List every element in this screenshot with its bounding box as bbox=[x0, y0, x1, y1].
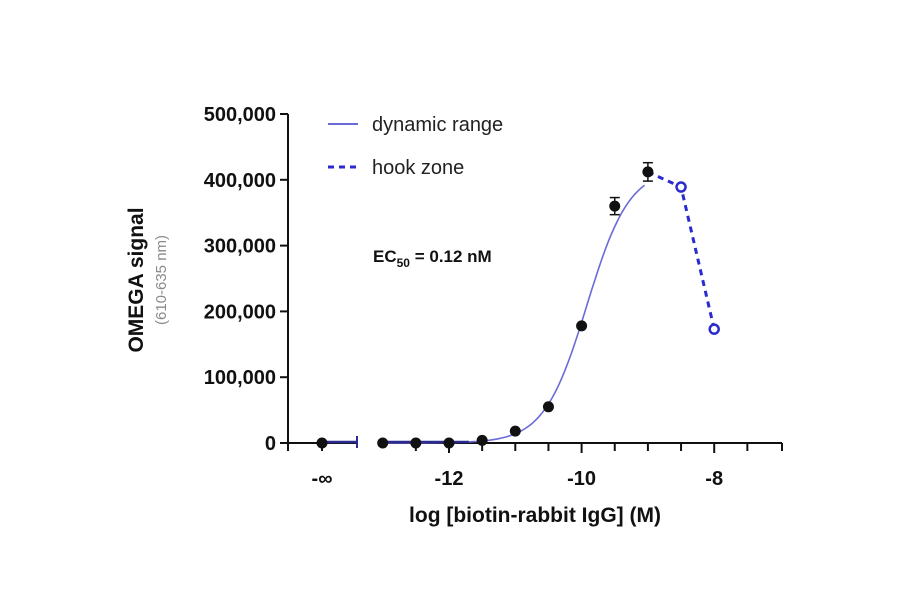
x-tick-label: -8 bbox=[705, 468, 723, 490]
legend-label-hook-zone: hook zone bbox=[372, 157, 464, 179]
y-tick-label: 500,000 bbox=[204, 104, 276, 126]
data-point bbox=[377, 437, 389, 449]
x-tick-label: -12 bbox=[435, 468, 464, 490]
y-axis-title: OMEGA signal bbox=[125, 207, 148, 352]
axes: 0 100,000 200,000 300,000 400,000 500,000 -∞ -1… bbox=[204, 104, 783, 490]
data-point bbox=[410, 437, 422, 449]
hook-zone-curve bbox=[647, 170, 716, 330]
data-point bbox=[576, 320, 588, 332]
y-tick-label: 300,000 bbox=[204, 236, 276, 258]
data-point bbox=[542, 401, 554, 413]
curves bbox=[322, 170, 716, 448]
data-point bbox=[316, 437, 328, 449]
data-point bbox=[509, 425, 521, 437]
ec50-annotation: EC50 = 0.12 nM bbox=[373, 247, 492, 270]
data-point bbox=[609, 200, 621, 212]
dynamic-range-curve bbox=[382, 184, 646, 444]
legend: dynamic range hook zone bbox=[328, 114, 503, 179]
y-tick-label: 100,000 bbox=[204, 367, 276, 389]
x-tick-label: -10 bbox=[567, 468, 596, 490]
hook-zone-point bbox=[675, 181, 687, 193]
y-tick-label: 400,000 bbox=[204, 170, 276, 192]
data-point bbox=[443, 437, 455, 449]
legend-label-dynamic-range: dynamic range bbox=[372, 114, 503, 136]
data-point bbox=[476, 434, 488, 446]
y-tick-label: 0 bbox=[265, 433, 276, 455]
data-point bbox=[642, 166, 654, 178]
data-points bbox=[316, 161, 720, 449]
hook-zone-point bbox=[708, 323, 720, 335]
x-tick-label: -∞ bbox=[312, 468, 333, 490]
y-axis-subtitle: (610-635 nm) bbox=[153, 235, 170, 325]
y-tick-label: 200,000 bbox=[204, 301, 276, 323]
x-axis-title: log [biotin-rabbit IgG] (M) bbox=[409, 504, 661, 527]
